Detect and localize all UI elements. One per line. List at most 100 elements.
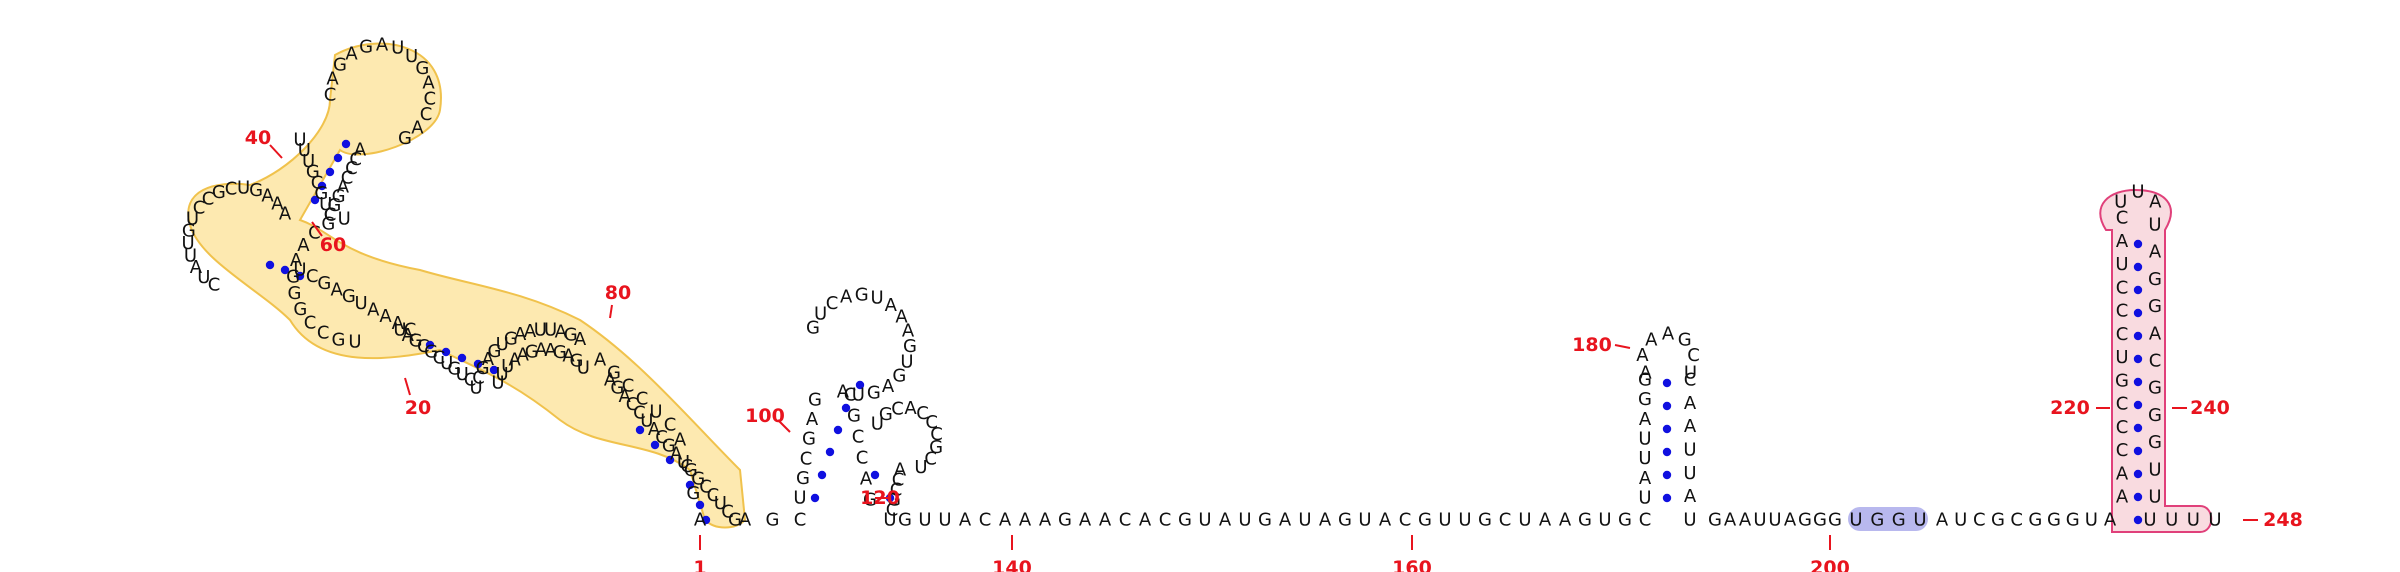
tail-end-nucleotide: U bbox=[2143, 510, 2156, 531]
stem-nucleotide: C bbox=[826, 293, 839, 314]
tail-end-nucleotide: U bbox=[2187, 510, 2200, 531]
stem-nucleotide: C bbox=[916, 403, 929, 424]
hairpin-nucleotide: A bbox=[1639, 409, 1652, 430]
position-tick-label: 60 bbox=[320, 234, 346, 256]
stem-nucleotide: U bbox=[900, 352, 913, 373]
left-domain-nucleotide: C bbox=[193, 198, 206, 219]
motif-highlight bbox=[1848, 507, 1928, 531]
left-domain-nucleotide: U bbox=[186, 208, 199, 229]
left-domain-nucleotide: G bbox=[332, 329, 346, 350]
base-pair-dot bbox=[1662, 447, 1672, 457]
base-pair-dot bbox=[685, 480, 695, 490]
position-tick-label: 20 bbox=[405, 397, 431, 419]
stem-nucleotide: G bbox=[892, 365, 906, 386]
terminator-nucleotide: G bbox=[2148, 269, 2162, 290]
position-tick-label: 160 bbox=[1392, 557, 1432, 572]
terminator-nucleotide: C bbox=[2116, 301, 2129, 322]
left-domain-nucleotide: A bbox=[517, 345, 530, 366]
left-domain-nucleotide: G bbox=[342, 286, 356, 307]
base-pair-dot bbox=[833, 425, 843, 435]
left-domain-nucleotide: A bbox=[482, 349, 495, 370]
backbone-nucleotide: U bbox=[1518, 510, 1531, 531]
base-pair-dot bbox=[425, 340, 435, 350]
tail-nucleotide: U bbox=[1753, 510, 1766, 531]
stem-nucleotide: U bbox=[793, 488, 806, 509]
tail-nucleotide: A bbox=[1724, 510, 1737, 531]
backbone-nucleotide: A bbox=[1559, 510, 1572, 531]
hairpin-nucleotide: U bbox=[1684, 363, 1697, 384]
left-domain-nucleotide: G bbox=[332, 186, 346, 207]
stem-nucleotide: C bbox=[924, 449, 937, 470]
base-pair-dot bbox=[457, 353, 467, 363]
left-domain-nucleotide: U bbox=[348, 332, 361, 353]
backbone-nucleotide: U bbox=[1298, 510, 1311, 531]
terminator-nucleotide: C bbox=[2116, 394, 2129, 415]
motif-nucleotide: G bbox=[1870, 510, 1884, 531]
base-pair-dot bbox=[2133, 354, 2143, 364]
stem-nucleotide: C bbox=[886, 500, 899, 521]
left-domain-nucleotide: G bbox=[504, 328, 518, 349]
stem-nucleotide: G bbox=[802, 429, 816, 450]
left-domain-nucleotide: G bbox=[182, 221, 196, 242]
left-domain-nucleotide: G bbox=[212, 182, 226, 203]
left-domain-nucleotide: C bbox=[349, 149, 362, 170]
left-domain-nucleotide: G bbox=[476, 358, 490, 379]
base-pair-dot bbox=[333, 153, 343, 163]
base-pair-dot bbox=[2133, 331, 2143, 341]
base-pair-dot bbox=[2133, 285, 2143, 295]
position-tick-line bbox=[777, 419, 791, 433]
hairpin-nucleotide: A bbox=[1684, 393, 1697, 414]
left-domain-nucleotide: G bbox=[488, 341, 502, 362]
stem-nucleotide: A bbox=[904, 398, 917, 419]
left-domain-nucleotide: C bbox=[341, 167, 354, 188]
left-domain-nucleotide: G bbox=[424, 342, 438, 363]
left-domain-nucleotide: U bbox=[302, 151, 315, 172]
stem-nucleotide: C bbox=[925, 412, 938, 433]
left-domain-nucleotide: C bbox=[464, 370, 477, 391]
left-domain-nucleotide: C bbox=[311, 172, 324, 193]
hairpin-nucleotide: C bbox=[1684, 370, 1697, 391]
backbone-nucleotide: A bbox=[1079, 510, 1092, 531]
left-domain-nucleotide: A bbox=[326, 69, 339, 90]
left-domain-nucleotide: A bbox=[544, 340, 557, 361]
backbone-nucleotide: A bbox=[1019, 510, 1032, 531]
stem-nucleotide: C bbox=[856, 448, 869, 469]
stem-nucleotide: G bbox=[796, 468, 810, 489]
stem-nucleotide: G bbox=[863, 490, 877, 511]
backbone-nucleotide: A bbox=[1539, 510, 1552, 531]
base-pair-dot bbox=[817, 470, 827, 480]
backbone-nucleotide: A bbox=[1279, 510, 1292, 531]
left-domain-nucleotide: U bbox=[491, 372, 504, 393]
base-pair-dot bbox=[280, 265, 290, 275]
stem-nucleotide: A bbox=[894, 460, 907, 481]
position-tick-line bbox=[1614, 344, 1631, 349]
base-pair-dot bbox=[2133, 308, 2143, 318]
left-domain-nucleotide: C bbox=[707, 485, 720, 506]
backbone-nucleotide: U bbox=[1358, 510, 1371, 531]
stem-nucleotide: C bbox=[844, 385, 857, 406]
left-domain-nucleotide: C bbox=[324, 205, 337, 226]
left-domain-nucleotide: U bbox=[714, 493, 727, 514]
hairpin-nucleotide: U bbox=[1638, 488, 1651, 509]
left-domain-nucleotide: G bbox=[327, 195, 341, 216]
position-tick-line bbox=[311, 221, 323, 237]
base-pair-dot bbox=[473, 359, 483, 369]
stem-nucleotide: A bbox=[895, 307, 908, 328]
left-domain-nucleotide: A bbox=[379, 306, 392, 327]
left-domain-nucleotide: U bbox=[184, 246, 197, 267]
position-tick-label: 100 bbox=[745, 405, 785, 427]
left-domain-nucleotide: G bbox=[288, 283, 302, 304]
left-domain-nucleotide: G bbox=[415, 58, 429, 79]
backbone-nucleotide: A bbox=[1099, 510, 1112, 531]
terminator-nucleotide: U bbox=[2114, 192, 2127, 213]
left-domain-nucleotide: A bbox=[604, 370, 617, 391]
backbone-nucleotide: U bbox=[918, 510, 931, 531]
terminator-nucleotide: A bbox=[2116, 231, 2129, 252]
backbone-nucleotide: A bbox=[1219, 510, 1232, 531]
hairpin-nucleotide: U bbox=[1638, 448, 1651, 469]
stem-nucleotide: C bbox=[892, 470, 905, 491]
terminator-nucleotide: C bbox=[2116, 277, 2129, 298]
left-domain-nucleotide: C bbox=[304, 312, 317, 333]
tail-nucleotide: G bbox=[2047, 510, 2061, 531]
base-pair-dot bbox=[695, 500, 705, 510]
